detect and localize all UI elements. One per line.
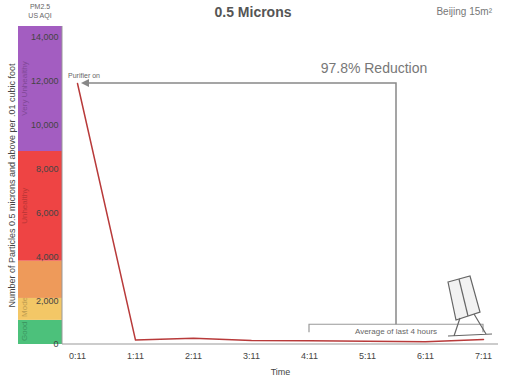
svg-text:2:11: 2:11 [185,351,202,361]
svg-text:5:11: 5:11 [359,351,376,361]
svg-text:4:11: 4:11 [301,351,318,361]
svg-text:0: 0 [53,339,58,349]
svg-text:1:11: 1:11 [127,351,144,361]
svg-text:7:11: 7:11 [475,351,492,361]
svg-text:14,000: 14,000 [31,32,59,42]
svg-text:3:11: 3:11 [243,351,260,361]
svg-text:Good: Good [20,321,29,341]
svg-text:PM2.5US AQI: PM2.5US AQI [28,3,51,20]
svg-text:Very Unhealthy: Very Unhealthy [20,61,29,115]
svg-text:Average of last 4 hours: Average of last 4 hours [355,327,437,336]
svg-text:12,000: 12,000 [31,76,59,86]
html-text:0.5 Microns: 0.5 Microns [214,4,292,20]
svg-text:6:11: 6:11 [417,351,434,361]
svg-text:97.8% Reduction: 97.8% Reduction [321,60,428,76]
svg-text:Time: Time [271,367,291,377]
svg-text:10,000: 10,000 [31,120,59,130]
svg-text:8,000: 8,000 [36,164,59,174]
svg-text:6,000: 6,000 [36,208,59,218]
svg-text:4,000: 4,000 [36,252,59,262]
svg-text:Unhealthy: Unhealthy [20,188,29,224]
html-text:Beijing 15m²: Beijing 15m² [436,6,492,17]
svg-text:Purifier on: Purifier on [68,72,100,79]
svg-text:Moderate: Moderate [20,283,29,317]
svg-text:2,000: 2,000 [36,296,59,306]
svg-text:0:11: 0:11 [69,351,86,361]
svg-text:Number of Particles 0.5 micron: Number of Particles 0.5 microns and abov… [7,63,17,308]
